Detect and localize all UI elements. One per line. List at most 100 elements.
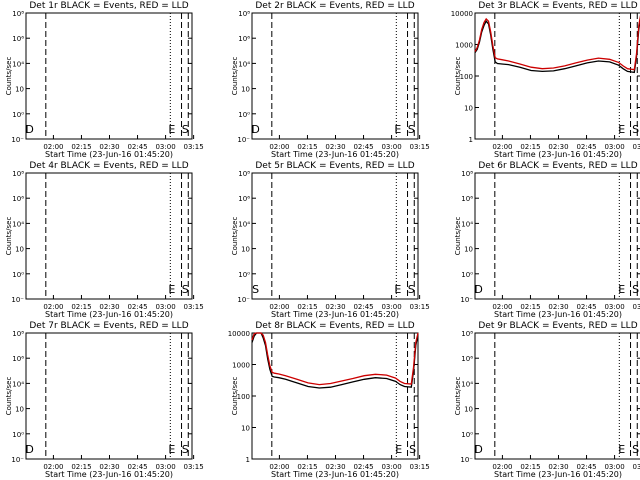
panel-title: Det 7r BLACK = Events, RED = LLD: [29, 321, 188, 331]
panel-det-5r: Det 5r BLACK = Events, RED = LLD 10⁸ 10⁶ 10…: [231, 161, 430, 319]
y-tick-label: 10⁻⁲: [460, 296, 473, 304]
marker-label: S: [632, 283, 639, 296]
y-tick-label: 10⁰: [12, 431, 24, 439]
marker-label: S: [182, 283, 189, 296]
panel-det-8r: Det 8r BLACK = Events, RED = LLD10000100…: [228, 321, 430, 479]
x-axis-label: Start Time (23-Jun-16 01:45:20): [494, 310, 622, 319]
y-tick-label: 10⁸: [238, 170, 250, 178]
series-line-lld: [475, 13, 640, 70]
marker-label: E: [168, 283, 175, 296]
y-tick-label: 1000: [232, 362, 250, 370]
y-tick-label: 10⁶: [12, 195, 24, 203]
y-axis-label: Counts/sec: [454, 217, 462, 256]
x-tick-label: 03:15: [633, 463, 640, 471]
panel-title: Det 4r BLACK = Events, RED = LLD: [29, 161, 188, 171]
y-axis-label: Counts/sec: [5, 217, 13, 256]
panel-title: Det 6r BLACK = Events, RED = LLD: [478, 161, 637, 171]
panel-det-6r: Det 6r BLACK = Events, RED = LLD 10⁸ 10⁶ 10…: [454, 161, 640, 319]
y-tick-label: 10: [241, 425, 250, 433]
y-tick-label: 10⁶: [12, 35, 24, 43]
y-tick-label: 10⁸: [461, 170, 473, 178]
y-tick-label: 10⁶: [238, 195, 250, 203]
y-tick-label: 10⁸: [12, 10, 24, 18]
plot-frame: [26, 173, 192, 299]
plot-frame: [26, 333, 192, 459]
panel-title: Det 2r BLACK = Events, RED = LLD: [255, 1, 414, 11]
y-tick-label: 10⁲: [15, 406, 24, 414]
panel-title: Det 8r BLACK = Events, RED = LLD: [255, 321, 414, 331]
y-tick-label: 10⁴: [12, 220, 24, 228]
y-tick-label: 10⁸: [461, 330, 473, 338]
y-tick-label: 1: [469, 136, 473, 144]
marker-label: E: [168, 443, 175, 456]
panel-title: Det 3r BLACK = Events, RED = LLD: [478, 1, 637, 11]
x-axis-label: Start Time (23-Jun-16 01:45:20): [45, 310, 173, 319]
x-tick-label: 03:15: [410, 463, 430, 471]
y-tick-label: 10: [464, 105, 473, 113]
plot-frame: [475, 173, 640, 299]
y-tick-label: 10⁰: [12, 111, 24, 119]
y-tick-label: 10⁶: [461, 195, 473, 203]
y-tick-label: 10⁶: [238, 35, 250, 43]
y-tick-label: 10000: [451, 10, 473, 18]
y-tick-label: 10⁲: [241, 246, 250, 254]
y-axis-label: Counts/sec: [231, 57, 239, 96]
y-tick-label: 10⁻⁲: [11, 456, 24, 464]
y-tick-label: 10⁲: [464, 406, 473, 414]
y-axis-label: Counts/sec: [5, 377, 13, 416]
marker-label: E: [168, 123, 175, 136]
y-tick-label: 10⁸: [238, 10, 250, 18]
y-tick-label: 10⁴: [461, 380, 473, 388]
y-tick-label: 10⁰: [238, 271, 250, 279]
panel-det-9r: Det 9r BLACK = Events, RED = LLD10⁸10⁶10…: [454, 321, 640, 479]
marker-label: S: [408, 283, 415, 296]
series-line-events: [475, 14, 640, 72]
marker-label: E: [618, 283, 625, 296]
y-tick-label: 10⁰: [461, 271, 473, 279]
y-tick-label: 10⁲: [464, 246, 473, 254]
marker-label: E: [395, 443, 402, 456]
y-tick-label: 10⁻⁲: [11, 296, 24, 304]
marker-label: E: [618, 443, 625, 456]
y-tick-label: 1: [246, 456, 250, 464]
marker-label: E: [618, 123, 625, 136]
y-tick-label: 10000: [228, 330, 250, 338]
y-tick-label: 10⁰: [12, 271, 24, 279]
series-line-events: [252, 333, 418, 388]
marker-label: E: [394, 123, 401, 136]
panel-det-3r: Det 3r BLACK = Events, RED = LLD10000100…: [451, 1, 640, 159]
marker-label: D: [25, 443, 33, 456]
x-axis-label: Start Time (23-Jun-16 01:45:20): [494, 470, 622, 479]
plot-frame: [475, 333, 640, 459]
y-axis-label: Counts/sec: [454, 377, 462, 416]
y-axis-label: Counts/sec: [5, 57, 13, 96]
plot-frame: [252, 13, 418, 139]
x-axis-label: Start Time (23-Jun-16 01:45:20): [45, 470, 173, 479]
marker-label: S: [409, 443, 416, 456]
marker-label: D: [25, 123, 33, 136]
y-tick-label: 10⁸: [12, 330, 24, 338]
y-tick-label: 10⁴: [12, 60, 24, 68]
plot-frame: [252, 333, 418, 459]
panel-det-1r: Det 1r BLACK = Events, RED = LLD 10⁸ 10⁶ 10…: [5, 1, 204, 159]
y-tick-label: 10⁻⁲: [11, 136, 24, 144]
y-tick-label: 10⁲: [15, 86, 24, 94]
marker-label: S: [632, 443, 639, 456]
y-tick-label: 10⁻⁲: [237, 136, 250, 144]
x-axis-label: Start Time (23-Jun-16 01:45:20): [45, 150, 173, 159]
y-axis-label: Counts/sec: [231, 377, 239, 416]
panel-title: Det 5r BLACK = Events, RED = LLD: [255, 161, 414, 171]
panel-title: Det 1r BLACK = Events, RED = LLD: [29, 1, 188, 11]
marker-label: S: [408, 123, 415, 136]
marker-label: E: [394, 283, 401, 296]
x-axis-label: Start Time (23-Jun-16 01:45:20): [271, 470, 399, 479]
x-axis-label: Start Time (23-Jun-16 01:45:20): [494, 150, 622, 159]
marker-label: D: [474, 283, 482, 296]
x-tick-label: 03:15: [410, 143, 430, 151]
y-tick-label: 10⁴: [12, 380, 24, 388]
x-axis-label: Start Time (23-Jun-16 01:45:20): [271, 310, 399, 319]
marker-label: S: [252, 283, 259, 296]
y-tick-label: 10⁶: [461, 355, 473, 363]
y-tick-label: 10⁴: [461, 220, 473, 228]
marker-label: S: [182, 443, 189, 456]
